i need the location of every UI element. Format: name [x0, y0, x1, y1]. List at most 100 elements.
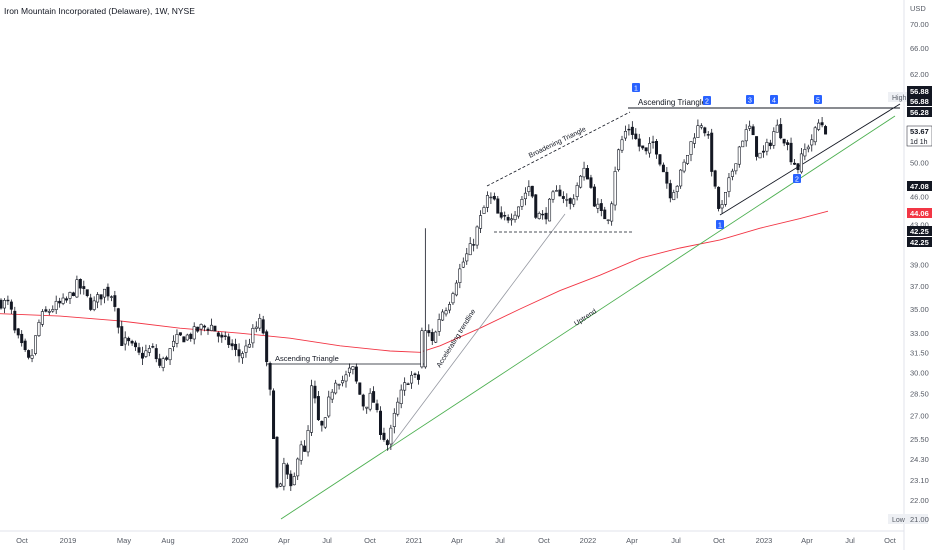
price-tick-label: 25.50	[910, 435, 929, 444]
candle-body	[630, 126, 634, 135]
candle-body	[289, 473, 293, 487]
time-tick-label: Jul	[495, 536, 505, 545]
candle-body	[772, 131, 776, 146]
wave-badge-top-label: 5	[816, 98, 820, 105]
candle-body	[303, 445, 307, 452]
candle-body	[589, 177, 593, 188]
candle-body	[99, 294, 103, 300]
candle-body	[479, 215, 483, 229]
wave-badge-top-label: 3	[748, 98, 752, 105]
price-tag	[907, 208, 932, 218]
candle-body	[161, 358, 165, 368]
price-tick-label: 70.00	[910, 20, 929, 29]
wave-badge-bottom-label: 1	[718, 223, 722, 230]
candle-body	[182, 336, 186, 343]
candle-body	[247, 343, 251, 348]
candle-body	[54, 300, 58, 310]
candle-body	[527, 186, 531, 192]
candle-body	[351, 366, 355, 370]
candle-body	[51, 309, 55, 312]
candle-body	[96, 294, 100, 303]
ascending-triangle-2022-support	[719, 103, 901, 216]
candle-body	[592, 186, 596, 207]
candle-body	[824, 126, 828, 135]
candle-body	[406, 383, 410, 385]
time-tick-label: Oct	[16, 536, 29, 545]
candle-body	[654, 141, 658, 155]
candle-body	[506, 217, 510, 221]
candle-body	[582, 167, 586, 178]
time-axis[interactable]: Oct 2019 May Aug 2020 Apr Jul Oct 2021 Apr Jul Oct 2…	[0, 530, 904, 545]
candle-body	[175, 334, 179, 344]
moving-average-layer	[0, 210, 829, 353]
time-tick-label: Apr	[451, 536, 463, 545]
candle-body	[61, 297, 65, 304]
candle-body	[151, 346, 155, 348]
price-tick-label: 31.50	[910, 348, 929, 357]
annotations-layer: Ascending Triangle Ascending Triangle Broa…	[275, 83, 822, 369]
candle-body	[744, 129, 748, 142]
candle-body	[320, 420, 324, 426]
candle-body	[661, 164, 665, 173]
candle-body	[634, 133, 638, 139]
price-tag-value: 42.25	[910, 238, 929, 247]
candle-body	[282, 462, 286, 487]
candle-body	[92, 300, 96, 310]
candle-body	[227, 336, 231, 345]
candle-body	[37, 322, 41, 336]
price-tick-label: 39.00	[910, 260, 929, 269]
candle-body	[334, 382, 338, 394]
candle-body	[437, 319, 441, 332]
candle-body	[810, 139, 814, 146]
candle-body	[568, 198, 572, 204]
candle-body	[516, 206, 520, 217]
candle-body	[410, 374, 414, 384]
ascending-triangle-2022-label: Ascending Triangle	[638, 98, 707, 107]
candle-body	[561, 196, 565, 199]
candle-body	[727, 177, 731, 192]
candle-body	[427, 330, 431, 334]
candle-body	[399, 389, 403, 404]
time-tick-label: Oct	[364, 536, 377, 545]
candle-body	[120, 326, 124, 346]
price-tag-countdown: 1d 1h	[910, 139, 928, 146]
candle-body	[144, 350, 148, 357]
candle-body	[165, 357, 169, 360]
candle-body	[475, 226, 479, 246]
time-tick-label: Aug	[161, 536, 174, 545]
time-tick-label: 2020	[232, 536, 249, 545]
candle-body	[23, 340, 27, 351]
candle-body	[572, 198, 576, 205]
candle-body	[309, 385, 313, 433]
candle-body	[354, 366, 358, 382]
price-tick-label: 50.00	[910, 158, 929, 167]
price-tick-label: 46.00	[910, 193, 929, 202]
candle-body	[482, 207, 486, 214]
candle-body	[347, 367, 351, 374]
price-axis[interactable]: USD 70.00 66.00 62.00 50.00 46.00 43.00 39.00 37…	[888, 0, 932, 550]
candle-body	[123, 337, 127, 345]
price-tick-label: 43.00	[910, 220, 929, 229]
candle-body	[78, 279, 82, 289]
candle-body	[710, 132, 714, 172]
candle-body	[492, 195, 496, 200]
candle-body	[237, 349, 241, 357]
candle-body	[199, 324, 203, 330]
candle-body	[327, 396, 331, 417]
candle-body	[813, 127, 817, 143]
candle-body	[27, 350, 31, 358]
candle-body	[168, 348, 172, 361]
price-tag-value: 56.88	[910, 87, 929, 96]
candle-body	[268, 363, 272, 390]
candle-body	[503, 215, 507, 217]
candle-body	[306, 430, 310, 453]
candle-body	[292, 476, 296, 486]
candle-body	[420, 330, 424, 368]
candle-body	[610, 203, 614, 222]
broadening-triangle-label: Broadening Triangle	[528, 126, 587, 160]
candle-body	[341, 380, 345, 384]
candle-body	[682, 161, 686, 172]
price-tag	[907, 237, 932, 247]
candle-body	[416, 374, 420, 380]
